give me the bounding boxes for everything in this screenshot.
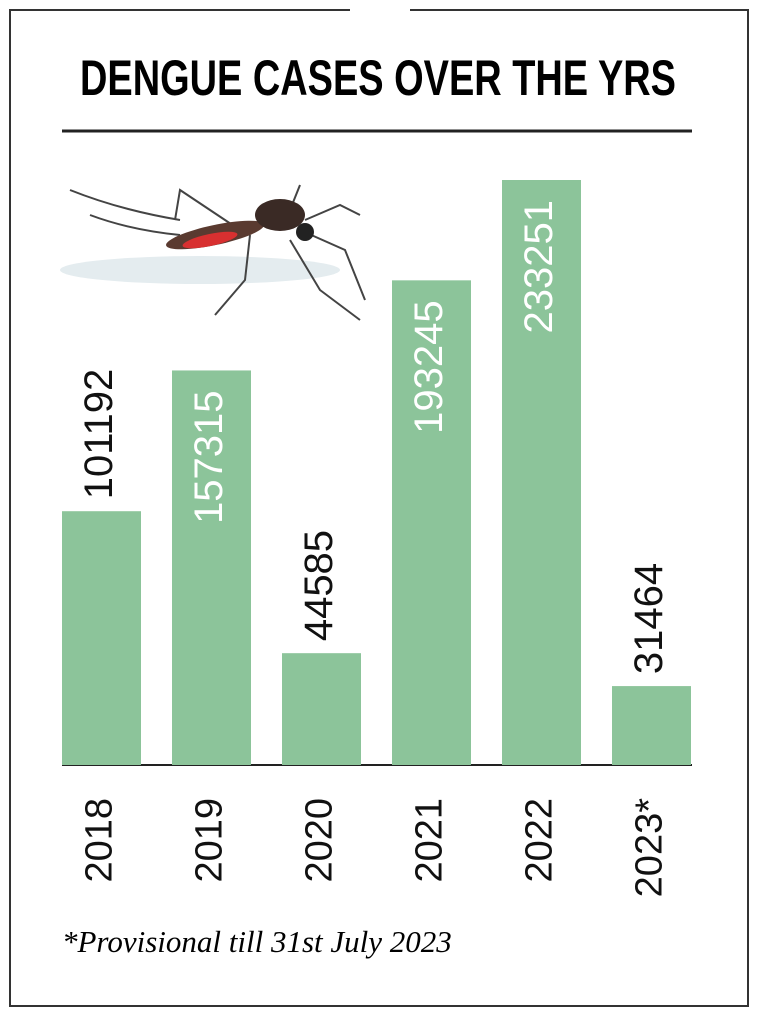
value-label: 233251: [517, 200, 561, 333]
x-tick-label: 2022: [519, 798, 561, 883]
value-label: 101192: [77, 369, 121, 500]
bar: [62, 511, 141, 765]
bar: [612, 686, 691, 765]
x-tick-label: 2019: [189, 798, 231, 883]
bar: [502, 180, 581, 765]
mosquito-illustration: [60, 184, 366, 321]
value-label: 31464: [627, 563, 671, 674]
bar: [392, 280, 471, 765]
frame: [9, 9, 749, 1007]
x-tick-label: 2018: [79, 798, 121, 883]
footnote: *Provisional till 31st July 2023: [62, 924, 452, 959]
value-label: 157315: [187, 390, 231, 523]
bar: [172, 370, 251, 765]
value-label: 193245: [407, 300, 451, 433]
value-label: 44585: [297, 530, 341, 641]
x-tick-label: 2020: [299, 798, 341, 883]
x-tick-label: 2021: [409, 798, 451, 883]
chart-title: DENGUE CASES OVER THE YRS: [80, 50, 676, 106]
bar: [282, 653, 361, 765]
x-tick-label: 2023*: [629, 798, 671, 898]
